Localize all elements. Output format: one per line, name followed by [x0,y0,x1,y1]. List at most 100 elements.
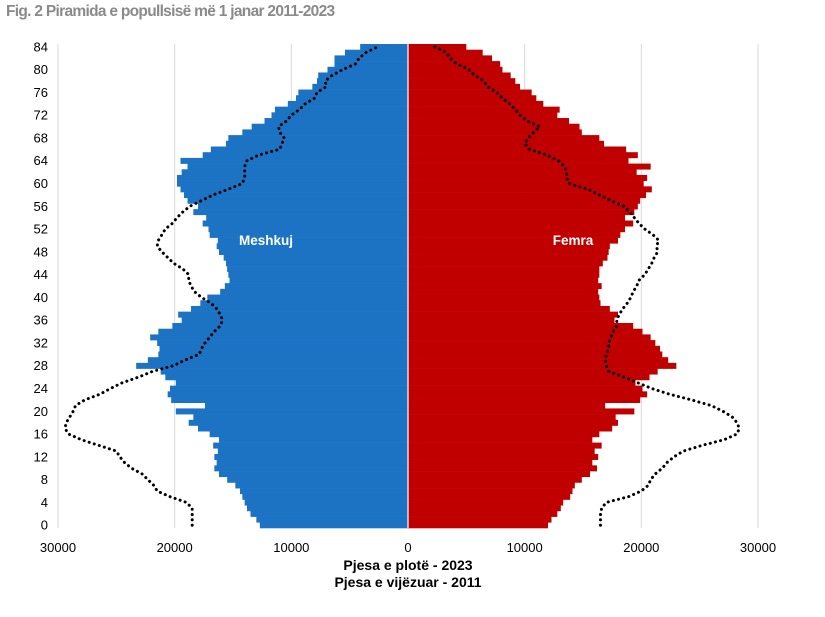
bar-female-age-45 [408,266,600,273]
bar-male-age-58 [184,192,408,199]
y-tick-label: 72 [34,108,48,123]
bar-female-age-62 [408,169,637,176]
bar-female-age-20 [408,408,635,415]
bar-male-age-81 [334,61,408,68]
bar-male-age-21 [205,402,408,409]
bar-male-age-76 [298,89,408,96]
bar-male-age-16 [209,431,408,438]
bar-female-age-79 [408,72,511,79]
bar-male-age-44 [228,271,408,278]
bar-female-age-49 [408,243,610,250]
bar-male-age-1 [256,516,408,523]
bar-female-age-21 [408,402,606,409]
bar-female-age-44 [408,271,600,278]
bar-female-age-24 [408,385,643,392]
bar-female-age-59 [408,186,652,193]
bar-female-age-6 [408,488,573,495]
bar-male-age-30 [158,351,408,358]
bar-female-age-52 [408,226,625,233]
bar-female-age-27 [408,368,658,375]
bar-male-age-46 [226,260,408,267]
x-tick-label: 10000 [273,540,309,555]
bar-female-age-17 [408,425,613,432]
bar-female-age-38 [408,305,610,312]
bar-male-age-57 [187,197,408,204]
bar-female-age-37 [408,311,618,318]
bar-female-age-36 [408,317,615,324]
bar-female-age-26 [408,374,650,381]
bar-female-age-58 [408,192,646,199]
bar-female-age-60 [408,180,644,187]
bar-male-age-5 [242,493,408,500]
y-tick-label: 56 [34,199,48,214]
bar-female-age-31 [408,345,660,352]
bar-male-age-83 [345,49,408,56]
dotted-line-female-2011 [433,45,741,527]
x-tick-label: 0 [404,540,411,555]
bar-male-age-79 [318,72,408,79]
bar-male-age-25 [175,379,408,386]
bar-male-age-61 [177,174,408,181]
female-bars-2023 [408,44,677,529]
bar-male-age-13 [217,448,408,455]
y-tick-label: 8 [41,472,48,487]
bar-female-age-68 [408,135,600,142]
y-tick-label: 12 [34,449,48,464]
x-axis-tick-labels: 30000 20000 10000 0 10000 20000 30000 [40,540,776,555]
x-tick-label: 30000 [740,540,776,555]
bar-male-age-40 [207,294,408,301]
y-tick-label: 32 [34,335,48,350]
bar-female-age-32 [408,340,656,347]
bar-male-age-18 [188,419,408,426]
bar-female-age-78 [408,78,516,85]
bar-female-age-7 [408,482,575,489]
bar-female-age-34 [408,328,643,335]
bar-female-age-75 [408,95,537,102]
bar-male-age-23 [167,391,408,398]
bar-female-age-41 [408,288,599,295]
bar-male-age-10 [214,465,408,472]
bar-female-age-80 [408,66,503,73]
bar-male-age-67 [226,140,408,147]
y-tick-label: 28 [34,358,48,373]
bar-male-age-36 [181,317,408,324]
bar-male-age-48 [219,248,408,255]
bar-female-age-33 [408,334,651,341]
bar-male-age-15 [219,436,408,443]
bar-female-age-81 [408,61,501,68]
bar-male-age-6 [240,488,408,495]
bar-male-age-53 [202,220,408,227]
bar-female-age-53 [408,220,634,227]
y-tick-label: 76 [34,85,48,100]
bar-female-age-19 [408,414,616,421]
bar-male-age-42 [224,283,408,290]
bar-female-age-56 [408,203,638,210]
series-labels: Meshkuj Femra [239,233,594,248]
bar-female-age-72 [408,112,558,119]
bar-male-age-62 [181,169,408,176]
bar-male-age-26 [165,374,408,381]
bar-male-age-60 [177,180,408,187]
bar-female-age-9 [408,471,590,478]
bar-female-age-23 [408,391,648,398]
y-tick-label: 60 [34,176,48,191]
bar-female-age-28 [408,362,677,369]
bar-male-age-2 [250,510,408,517]
bar-male-age-29 [147,357,409,364]
bar-female-age-39 [408,300,601,307]
bar-male-age-74 [287,100,408,107]
bar-male-age-71 [264,118,408,125]
bar-male-age-9 [219,471,408,478]
bar-female-age-16 [408,431,600,438]
bar-male-age-19 [193,414,408,421]
y-tick-label: 64 [34,153,48,168]
bar-female-age-48 [408,248,609,255]
y-tick-label: 20 [34,404,48,419]
bar-male-age-38 [191,305,408,312]
bar-female-age-50 [408,237,618,244]
bar-male-age-37 [178,311,408,318]
bar-male-age-47 [223,254,408,261]
bar-male-age-12 [214,453,408,460]
bar-female-age-71 [408,118,569,125]
y-axis-tick-labels: 0481216202428323640444852566064687276808… [34,39,48,532]
